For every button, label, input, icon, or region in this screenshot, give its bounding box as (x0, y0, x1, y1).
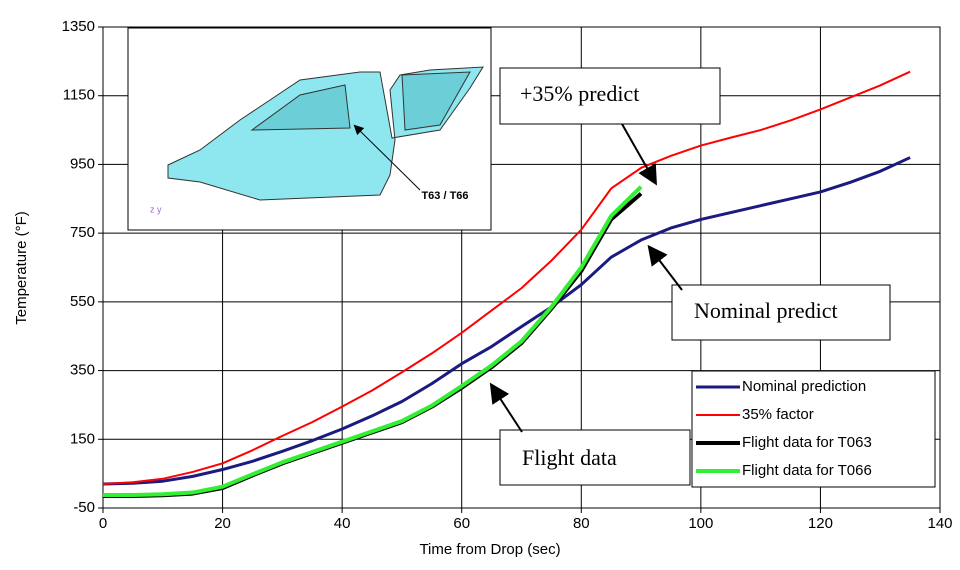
y-tick-label: -50 (73, 499, 95, 516)
x-tick-label: 20 (214, 515, 231, 532)
legend: Nominal prediction 35% factor Flight data … (692, 371, 935, 487)
y-tick-label: 550 (70, 293, 95, 310)
legend-label: Flight data for T066 (742, 462, 872, 479)
x-tick-label: 140 (927, 515, 952, 532)
y-tick-label: 350 (70, 362, 95, 379)
x-tick-label: 120 (808, 515, 833, 532)
legend-label: Nominal prediction (742, 378, 866, 395)
axis-triad: z y (150, 204, 162, 214)
annotation: Nominal predict (694, 298, 838, 323)
y-axis-label: Temperature (°F) (13, 211, 30, 325)
chart: Time from Drop (sec) Temperature (°F) T6… (0, 0, 960, 565)
y-tick-label: 1350 (62, 18, 95, 35)
legend-label: 35% factor (742, 406, 814, 423)
x-tick-label: 60 (453, 515, 470, 532)
x-tick-label: 0 (99, 515, 107, 532)
y-tick-label: 150 (70, 430, 95, 447)
y-tick-label: 1150 (63, 87, 95, 104)
inset: T63 / T66 z y (128, 28, 491, 230)
x-tick-label: 40 (334, 515, 351, 532)
x-tick-label: 80 (573, 515, 590, 532)
x-tick-label: 100 (688, 515, 713, 532)
y-tick-label: 950 (70, 155, 95, 172)
annotation: Flight data (522, 445, 617, 470)
legend-label: Flight data for T063 (742, 434, 872, 451)
inset-label: T63 / T66 (421, 190, 468, 202)
annotation: +35% predict (520, 81, 639, 106)
y-tick-label: 750 (70, 224, 95, 241)
x-axis-label: Time from Drop (sec) (419, 541, 560, 558)
